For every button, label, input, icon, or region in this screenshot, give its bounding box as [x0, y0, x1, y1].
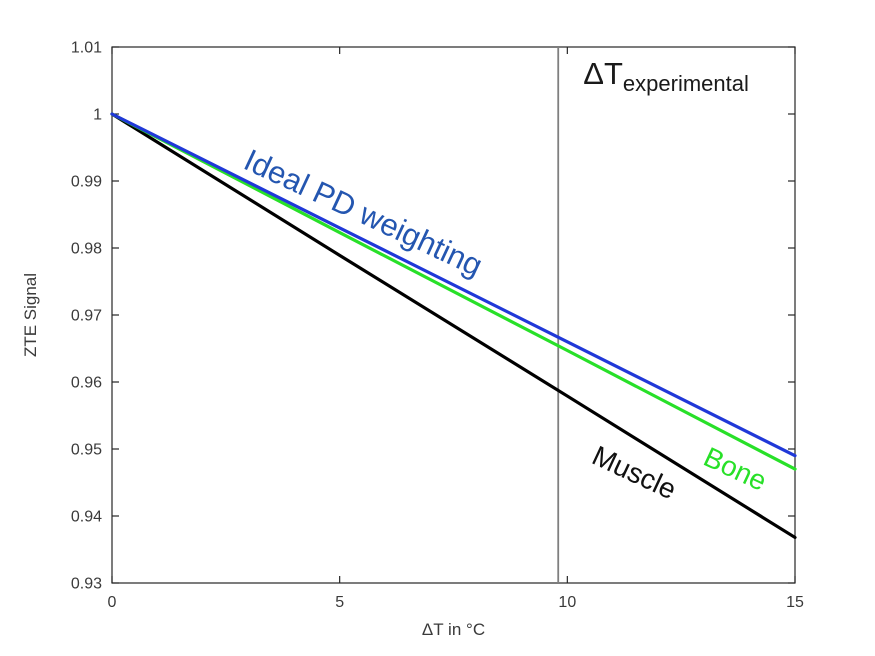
y-tick-label: 0.96 — [71, 375, 102, 392]
y-tick-label: 0.97 — [71, 308, 102, 325]
y-tick-label: 0.94 — [71, 509, 102, 526]
series-line-ideal-pd-weighting — [110, 112, 797, 458]
y-tick-label: 0.95 — [71, 442, 102, 459]
y-tick-label: 0.98 — [71, 241, 102, 258]
annotation-dt-experimental: ΔTexperimental — [583, 56, 749, 96]
x-axis-label: ΔT in °C — [422, 620, 485, 639]
y-tick-label: 1 — [93, 107, 102, 124]
y-tick-label: 0.99 — [71, 174, 102, 191]
y-axis-label: ZTE Signal — [21, 273, 40, 357]
y-tick-label: 0.93 — [71, 576, 102, 593]
x-tick-label: 10 — [558, 594, 576, 611]
x-tick-label: 0 — [108, 594, 117, 611]
series-line-bone — [110, 112, 797, 471]
plot-box — [111, 46, 796, 584]
y-tick-label: 1.01 — [71, 40, 102, 57]
x-tick-label: 15 — [786, 594, 804, 611]
x-tick-label: 5 — [335, 594, 344, 611]
series-line-muscle — [110, 112, 797, 540]
